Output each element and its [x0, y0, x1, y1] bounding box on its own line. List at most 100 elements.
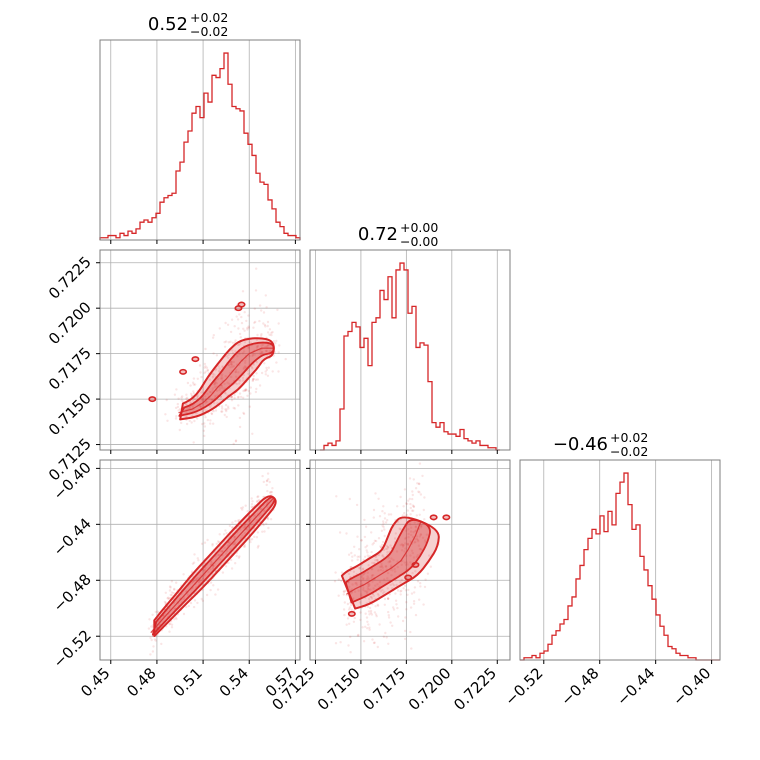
- scatter-point: [260, 333, 263, 336]
- scatter-point: [345, 532, 348, 535]
- scatter-point: [210, 398, 214, 401]
- scatter-point: [205, 366, 209, 369]
- hist-bar: [236, 109, 240, 240]
- hist-bar: [408, 313, 412, 450]
- scatter-point: [246, 394, 249, 397]
- hist-bar: [392, 318, 396, 450]
- scatter-point: [266, 374, 270, 377]
- scatter-point: [367, 588, 370, 591]
- scatter-point: [353, 554, 356, 557]
- scatter-point: [366, 575, 369, 578]
- scatter-point: [422, 508, 425, 512]
- scatter-point: [249, 540, 252, 544]
- scatter-point: [218, 367, 221, 370]
- x-tick-label: 0.54: [216, 664, 252, 700]
- scatter-point: [265, 479, 269, 483]
- scatter-point: [163, 600, 167, 604]
- scatter-point: [215, 354, 219, 357]
- scatter-point: [209, 422, 212, 425]
- scatter-point: [426, 572, 430, 575]
- scatter-point: [266, 472, 270, 475]
- scatter-point: [349, 635, 352, 639]
- scatter-point: [247, 326, 251, 329]
- scatter-point: [249, 341, 252, 344]
- scatter-point: [404, 514, 407, 517]
- scatter-point: [411, 497, 414, 501]
- scatter-point: [383, 534, 386, 538]
- scatter-point: [353, 590, 357, 593]
- scatter-point: [389, 621, 392, 624]
- scatter-point: [153, 638, 157, 641]
- scatter-point: [212, 564, 215, 568]
- scatter-point: [247, 314, 250, 317]
- scatter-point: [228, 382, 231, 386]
- scatter-point: [374, 555, 378, 558]
- scatter-point: [365, 592, 369, 595]
- scatter-point: [247, 389, 250, 393]
- scatter-point: [237, 343, 241, 347]
- scatter-point: [413, 541, 416, 544]
- scatter-point: [416, 580, 420, 583]
- scatter-point: [358, 566, 361, 569]
- scatter-point: [417, 544, 421, 547]
- scatter-point: [411, 490, 414, 493]
- scatter-point: [230, 399, 234, 402]
- title-err-minus: −0.00: [400, 234, 438, 249]
- scatter-point: [169, 586, 172, 589]
- scatter-point: [177, 409, 180, 412]
- scatter-point: [185, 410, 188, 414]
- panel-frame: [309, 459, 511, 661]
- scatter-point: [250, 505, 253, 508]
- scatter-point: [354, 582, 357, 585]
- scatter-point: [226, 544, 230, 547]
- scatter-point: [276, 308, 279, 312]
- scatter-point: [362, 586, 365, 590]
- scatter-point: [396, 589, 400, 592]
- hist-bar: [608, 511, 612, 660]
- scatter-point: [416, 538, 420, 542]
- hist-bar: [456, 436, 460, 450]
- hist-bar: [584, 550, 588, 660]
- density-panel-1: 0.45 0.48 0.51 0.54 0.57−0.52−0.48−0.44−0.40: [50, 458, 301, 700]
- scatter-point: [248, 519, 252, 522]
- scatter-point: [188, 419, 191, 423]
- title-err-plus: +0.02: [190, 10, 228, 25]
- hist-bar: [448, 434, 452, 450]
- scatter-point: [180, 396, 183, 399]
- scatter-point: [368, 628, 371, 631]
- scatter-point: [396, 505, 399, 508]
- scatter-point: [203, 541, 207, 544]
- scatter-point: [256, 531, 260, 534]
- scatter-point: [359, 601, 362, 604]
- scatter-point: [265, 368, 269, 372]
- scatter-point: [267, 526, 270, 530]
- scatter-point: [387, 614, 390, 617]
- scatter-point: [230, 396, 233, 399]
- scatter-point: [401, 545, 405, 548]
- scatter-point: [268, 328, 272, 331]
- scatter-point: [370, 531, 373, 534]
- scatter-point: [201, 399, 204, 402]
- scatter-point: [357, 589, 360, 592]
- scatter-point: [211, 336, 215, 339]
- scatter-point: [262, 522, 265, 525]
- scatter-point: [270, 331, 273, 335]
- scatter-point: [411, 509, 414, 512]
- scatter-point: [387, 561, 390, 564]
- scatter-point: [357, 633, 360, 637]
- scatter-point: [191, 580, 195, 583]
- scatter-point: [232, 365, 235, 368]
- scatter-point: [387, 556, 390, 559]
- scatter-point: [209, 568, 212, 571]
- title-err-minus: −0.02: [190, 24, 228, 39]
- scatter-point: [412, 531, 415, 534]
- scatter-point: [219, 387, 222, 390]
- scatter-point: [382, 569, 385, 572]
- scatter-point: [277, 322, 280, 325]
- scatter-point: [419, 582, 422, 585]
- scatter-point: [371, 638, 374, 641]
- scatter-point: [400, 589, 403, 592]
- scatter-point: [411, 504, 415, 507]
- scatter-point: [227, 363, 230, 367]
- scatter-point: [351, 583, 354, 586]
